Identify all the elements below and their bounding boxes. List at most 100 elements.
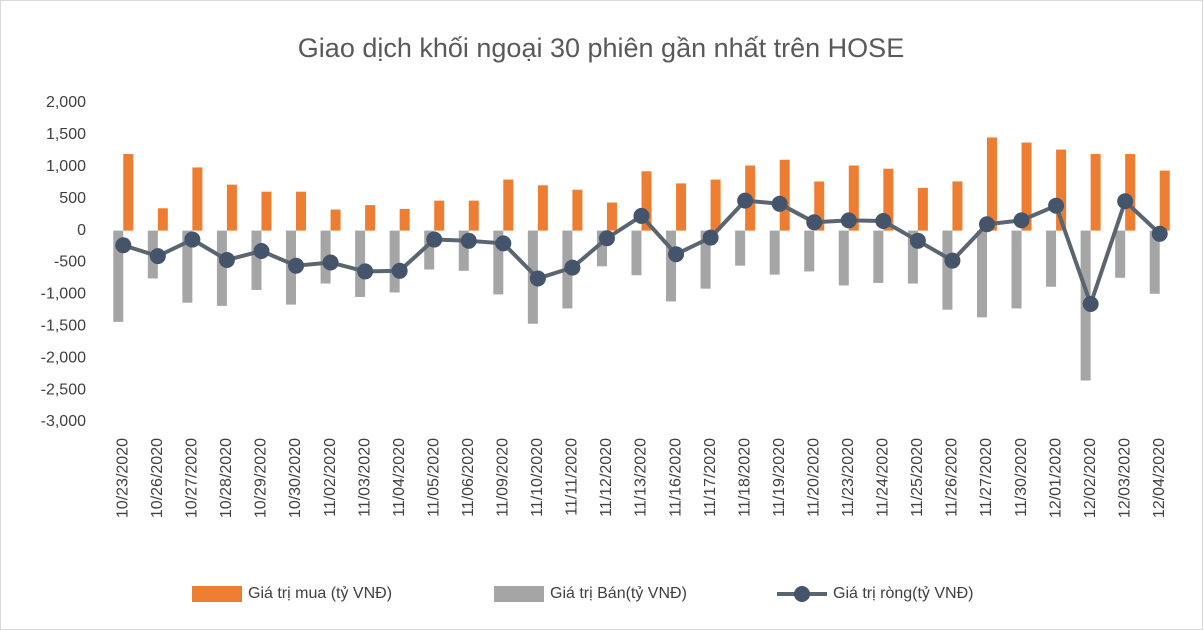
marker: [218, 251, 235, 268]
marker: [1117, 193, 1134, 210]
bar: [710, 179, 721, 231]
x-tick-label: 11/02/2020: [322, 438, 339, 517]
bar: [1149, 230, 1160, 294]
bar: [1090, 154, 1101, 231]
marker: [1013, 212, 1030, 229]
bar: [986, 137, 997, 231]
bar: [1046, 230, 1057, 287]
marker: [806, 214, 823, 231]
x-tick-label: 10/23/2020: [114, 438, 131, 518]
x-tick-label: 11/13/2020: [633, 438, 650, 517]
bar: [355, 230, 366, 297]
bar: [182, 230, 193, 303]
legend-marker: [794, 586, 810, 602]
bar: [157, 208, 168, 231]
bar: [216, 230, 227, 306]
y-tick-label: 500: [59, 190, 86, 207]
bar: [641, 171, 652, 231]
x-tick-label: 12/01/2020: [1047, 438, 1064, 518]
x-tick-label: 10/30/2020: [287, 438, 304, 518]
x-tick-label: 11/03/2020: [356, 438, 373, 517]
marker: [495, 235, 512, 252]
bar: [883, 168, 894, 231]
marker: [529, 270, 546, 287]
legend-label: Giá trị ròng(tỷ VNĐ): [833, 585, 973, 602]
x-tick-label: 12/02/2020: [1082, 438, 1099, 518]
x-tick-label: 11/27/2020: [978, 438, 995, 517]
bar: [493, 230, 504, 295]
marker: [357, 263, 374, 280]
x-tick-label: 11/09/2020: [495, 438, 512, 517]
x-tick-label: 11/06/2020: [460, 438, 477, 517]
marker: [322, 254, 339, 271]
bar: [848, 165, 859, 231]
bar: [1115, 230, 1126, 278]
x-tick-label: 12/03/2020: [1116, 438, 1133, 518]
marker: [149, 248, 166, 265]
marker: [460, 232, 477, 249]
marker: [633, 207, 650, 224]
y-tick-label: 1,000: [46, 158, 86, 175]
marker: [1082, 295, 1099, 312]
marker: [944, 252, 961, 269]
legend-swatch: [494, 586, 544, 602]
marker: [702, 229, 719, 246]
y-tick-label: -3,000: [41, 413, 86, 430]
bar: [606, 202, 617, 231]
y-tick-label: -2,000: [41, 349, 86, 366]
bar: [735, 230, 746, 266]
x-tick-label: 12/04/2020: [1151, 438, 1168, 518]
bar: [779, 159, 790, 231]
bar: [676, 183, 687, 231]
x-tick-label: 10/29/2020: [253, 438, 270, 518]
bar: [873, 230, 884, 283]
marker: [1151, 225, 1168, 242]
x-tick-label: 11/19/2020: [771, 438, 788, 517]
bar: [503, 179, 514, 231]
bar: [1056, 149, 1067, 231]
marker: [253, 243, 270, 260]
bar: [192, 167, 203, 231]
bar: [769, 230, 780, 275]
bar: [596, 230, 607, 267]
legend-swatch: [192, 586, 242, 602]
bar: [458, 230, 469, 271]
x-tick-label: 11/26/2020: [944, 438, 961, 517]
marker: [737, 192, 754, 209]
bar: [434, 200, 445, 231]
bar: [261, 191, 272, 231]
bar: [952, 181, 963, 231]
legend-label: Giá trị mua (tỷ VNĐ): [248, 585, 392, 602]
bar: [399, 208, 410, 231]
x-tick-label: 10/26/2020: [149, 438, 166, 518]
bar: [814, 181, 825, 231]
x-tick-label: 10/28/2020: [218, 438, 235, 518]
y-tick-label: 2,000: [46, 94, 86, 111]
y-tick-label: -500: [54, 254, 86, 271]
bar: [1159, 170, 1170, 231]
marker: [771, 195, 788, 212]
y-tick-label: 1,500: [46, 126, 86, 143]
bar: [976, 230, 987, 318]
bar: [1021, 142, 1032, 231]
marker: [840, 212, 857, 229]
marker: [426, 231, 443, 248]
x-tick-label: 11/05/2020: [425, 438, 442, 517]
marker: [668, 246, 685, 263]
marker: [978, 216, 995, 233]
marker: [909, 232, 926, 249]
x-tick-label: 11/17/2020: [702, 438, 719, 517]
marker: [598, 230, 615, 247]
bar: [917, 187, 928, 231]
marker: [115, 237, 132, 254]
bar: [424, 230, 435, 270]
bar: [572, 189, 583, 231]
marker: [288, 257, 305, 274]
y-tick-label: 0: [77, 222, 86, 239]
y-tick-label: -1,000: [41, 286, 86, 303]
x-tick-label: 11/25/2020: [909, 438, 926, 517]
bar: [1125, 154, 1136, 231]
x-tick-label: 11/12/2020: [598, 438, 615, 517]
bar: [330, 209, 341, 231]
bar: [468, 200, 479, 231]
